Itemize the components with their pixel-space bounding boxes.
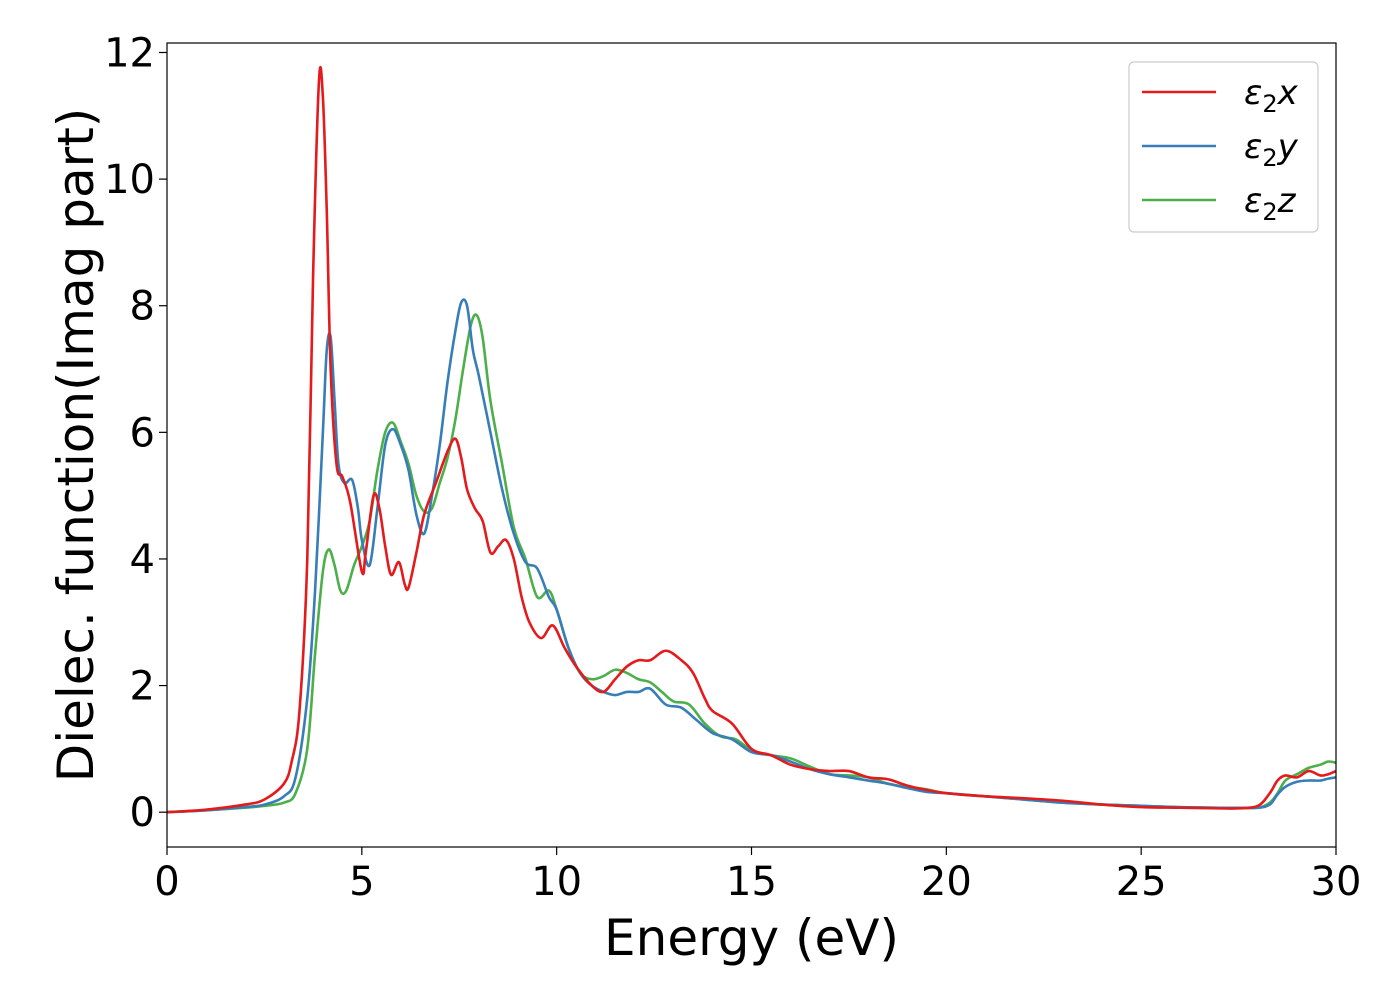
series-line-z [167,313,1336,814]
legend-label-y: ε2y [1244,127,1299,172]
x-tick-label: 0 [154,859,179,905]
legend-label-z: ε2z [1244,181,1297,226]
x-axis-label: Energy (eV) [604,909,899,967]
x-tick-label: 15 [726,859,777,905]
x-tick-label: 20 [921,859,972,905]
x-tick-label: 10 [531,859,582,905]
y-tick-label: 10 [104,157,155,203]
legend: ε2x ε2y ε2z [1128,61,1319,233]
plot-lines [167,65,1336,814]
series-line-x [167,65,1336,814]
legend-box [1128,61,1319,233]
y-tick-label: 6 [130,410,155,456]
y-tick-label: 12 [104,30,155,76]
y-tick-label: 8 [130,284,155,330]
legend-label-x: ε2x [1244,73,1299,118]
y-axis-label: Dielec. function(Imag part) [47,108,105,783]
series-line-y [167,298,1336,814]
axis-ticks: 0 5 10 15 20 25 30 0 2 4 6 8 10 12 [104,30,1361,905]
y-tick-label: 0 [130,790,155,836]
x-tick-label: 25 [1116,859,1167,905]
x-tick-label: 30 [1311,859,1362,905]
y-tick-label: 4 [130,537,155,583]
x-tick-label: 5 [349,859,374,905]
y-tick-label: 2 [130,664,155,710]
